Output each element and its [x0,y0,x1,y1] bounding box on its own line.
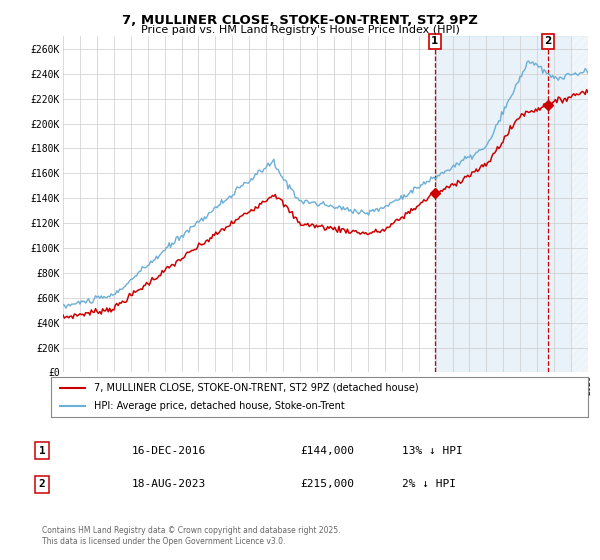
Bar [571,36,588,372]
Text: 2: 2 [544,36,551,46]
Bar [435,36,588,372]
Text: 13% ↓ HPI: 13% ↓ HPI [402,446,463,456]
Text: 1: 1 [431,36,439,46]
Text: 16-DEC-2016: 16-DEC-2016 [132,446,206,456]
Text: HPI: Average price, detached house, Stoke-on-Trent: HPI: Average price, detached house, Stok… [94,402,345,411]
Text: 1: 1 [38,446,46,456]
Text: 2% ↓ HPI: 2% ↓ HPI [402,479,456,489]
Text: 18-AUG-2023: 18-AUG-2023 [132,479,206,489]
Text: 7, MULLINER CLOSE, STOKE-ON-TRENT, ST2 9PZ (detached house): 7, MULLINER CLOSE, STOKE-ON-TRENT, ST2 9… [94,383,419,393]
Text: 7, MULLINER CLOSE, STOKE-ON-TRENT, ST2 9PZ: 7, MULLINER CLOSE, STOKE-ON-TRENT, ST2 9… [122,14,478,27]
Text: £215,000: £215,000 [300,479,354,489]
Text: 2: 2 [38,479,46,489]
Text: Contains HM Land Registry data © Crown copyright and database right 2025.
This d: Contains HM Land Registry data © Crown c… [42,526,341,546]
Text: Price paid vs. HM Land Registry's House Price Index (HPI): Price paid vs. HM Land Registry's House … [140,25,460,35]
Text: £144,000: £144,000 [300,446,354,456]
